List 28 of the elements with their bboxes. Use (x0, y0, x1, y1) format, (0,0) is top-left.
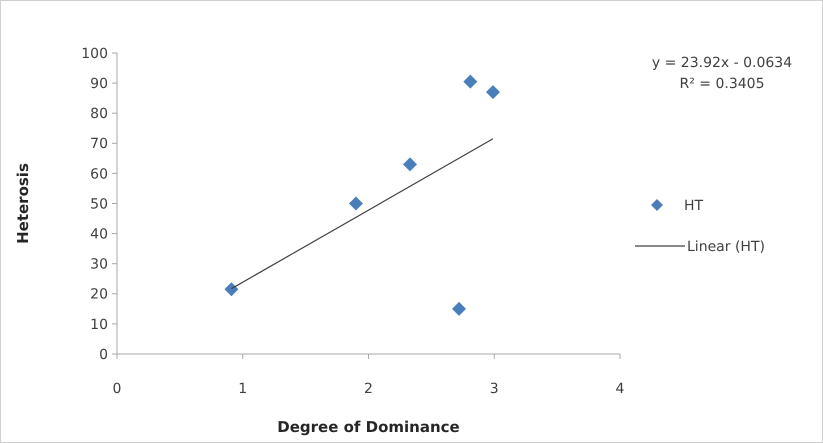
text: y = 23.92x - 0.0634 (652, 55, 792, 71)
x-tick-label: 4 (616, 381, 625, 397)
text: R² = 0.3405 (680, 76, 764, 92)
y-tick-label: 40 (90, 226, 108, 242)
point (463, 74, 478, 89)
point (452, 302, 466, 316)
point (486, 85, 500, 100)
y-tick-label: 70 (90, 136, 108, 152)
point (224, 282, 238, 296)
x-tick-label: 3 (490, 381, 499, 397)
y-tick-label: 90 (90, 76, 108, 92)
y-tick-label: 100 (81, 46, 108, 62)
y-tick-label: 60 (90, 166, 108, 182)
y-tick-label: 80 (90, 106, 108, 122)
legend-label: HT (684, 198, 704, 214)
y-tick-label: 50 (90, 196, 108, 212)
point (403, 157, 417, 172)
x-tick-label: 1 (238, 381, 248, 397)
x-tick-label: 2 (364, 381, 373, 397)
y-tick-label: 0 (99, 346, 108, 363)
x-tick-label: 0 (112, 381, 122, 397)
y-tick-label: 20 (90, 286, 108, 303)
y-tick-label: 10 (90, 316, 108, 333)
point (348, 196, 363, 210)
legend-label: Linear (HT) (687, 238, 765, 255)
x-axis-title: Degree of Dominance (277, 418, 460, 436)
y-axis-title: Heterosis (14, 163, 32, 244)
y-tick-label: 30 (90, 256, 108, 273)
